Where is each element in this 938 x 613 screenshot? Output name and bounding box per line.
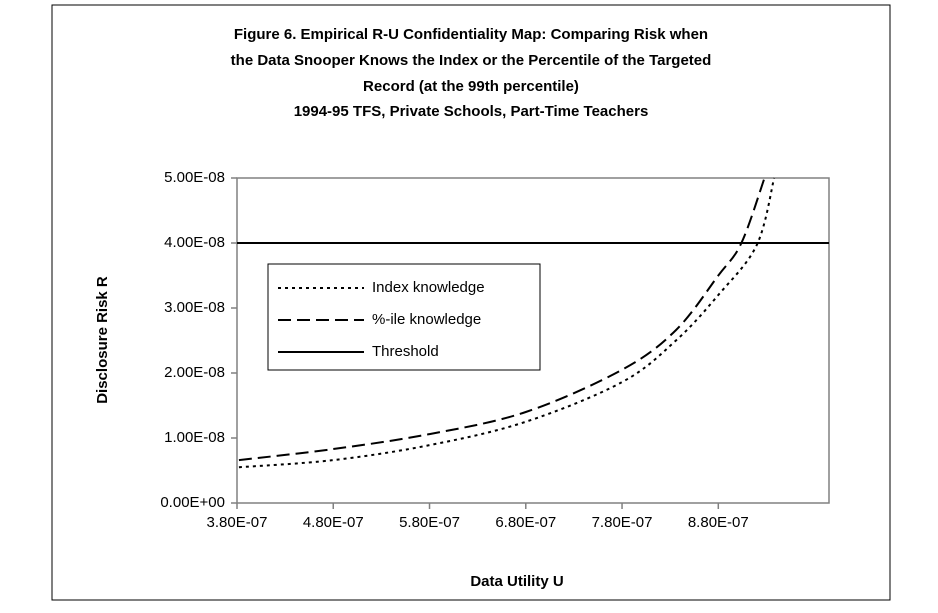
series-line — [238, 177, 766, 462]
x-tick-label: 5.80E-07 — [399, 514, 460, 531]
plot-area — [236, 177, 830, 504]
y-tick-label: 0.00E+00 — [160, 494, 225, 511]
legend-label: %-ile knowledge — [372, 311, 481, 328]
x-tick-label: 8.80E-07 — [688, 514, 749, 531]
chart-subtitle: 1994-95 TFS, Private Schools, Part-Time … — [294, 103, 649, 120]
chart-title: Figure 6. Empirical R-U Confidentiality … — [234, 26, 708, 43]
x-tick-label: 7.80E-07 — [592, 514, 653, 531]
chart-title: Record (at the 99th percentile) — [363, 78, 579, 95]
x-axis-label: Data Utility U — [470, 573, 563, 590]
y-tick-label: 2.00E-08 — [164, 364, 225, 381]
y-tick-label: 5.00E-08 — [164, 169, 225, 186]
x-tick-label: 4.80E-07 — [303, 514, 364, 531]
y-tick-label: 1.00E-08 — [164, 429, 225, 446]
legend-label: Threshold — [372, 343, 439, 360]
y-axis-label: Disclosure Risk R — [94, 276, 111, 404]
y-tick-label: 4.00E-08 — [164, 234, 225, 251]
x-tick-label: 6.80E-07 — [495, 514, 556, 531]
chart-title: the Data Snooper Knows the Index or the … — [231, 52, 712, 69]
y-tick-label: 3.00E-08 — [164, 299, 225, 316]
legend-label: Index knowledge — [372, 279, 485, 296]
x-tick-label: 3.80E-07 — [207, 514, 268, 531]
